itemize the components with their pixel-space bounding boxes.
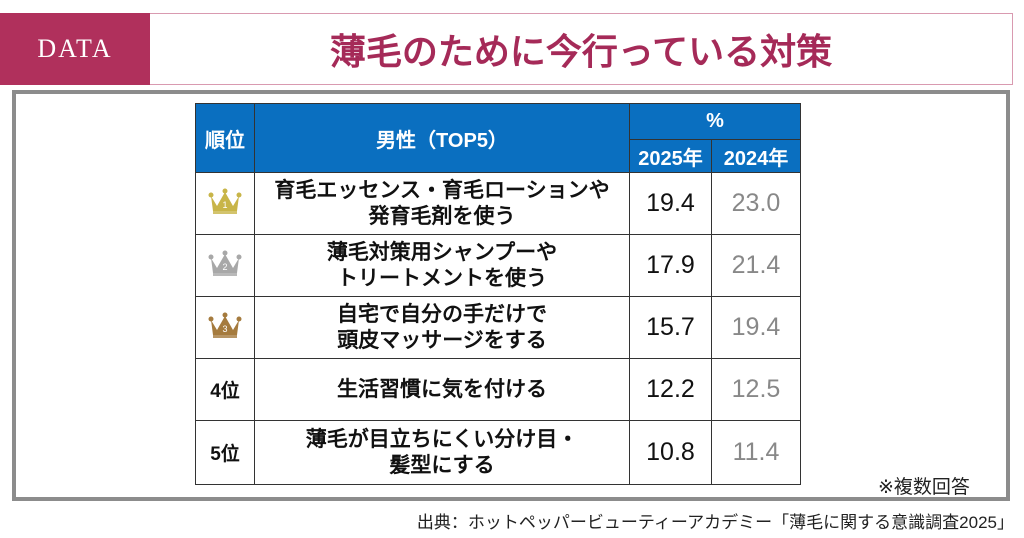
item-cell: 薄毛が目立ちにくい分け目・ 髪型にする [254, 420, 630, 485]
rank-cell: 2 [195, 234, 255, 297]
value-2024: 19.4 [711, 296, 801, 359]
source-citation: 出典：ホットペッパービューティーアカデミー「薄毛に関する意識調査2025」 [416, 513, 1014, 532]
item-cell: 生活習慣に気を付ける [254, 358, 630, 421]
item-line: 頭皮マッサージをする [337, 328, 547, 352]
item-cell: 育毛エッセンス・育毛ローションや 発育毛剤を使う [254, 172, 630, 235]
value-2024: 11.4 [711, 420, 801, 485]
table-row: 1 育毛エッセンス・育毛ローションや 発育毛剤を使う 19.4 23.0 [195, 172, 801, 235]
rank-label: 4位 [210, 381, 240, 402]
rank-number: 3 [222, 324, 227, 334]
multiple-answer-note: ※複数回答 [878, 477, 970, 498]
item-cell: 薄毛対策用シャンプーや トリートメントを使う [254, 234, 630, 297]
item-line: 自宅で自分の手だけで [337, 302, 547, 326]
rank-cell: 5位 [195, 420, 255, 485]
value-2025: 17.9 [629, 234, 712, 297]
item-cell: 自宅で自分の手だけで 頭皮マッサージをする [254, 296, 630, 359]
rank-cell: 3 [195, 296, 255, 359]
table-row: 4位 生活習慣に気を付ける 12.2 12.5 [195, 358, 801, 421]
value-2024: 12.5 [711, 358, 801, 421]
rank-cell: 4位 [195, 358, 255, 421]
table-row: 2 薄毛対策用シャンプーや トリートメントを使う 17.9 21.4 [195, 234, 801, 297]
table-row: 3 自宅で自分の手だけで 頭皮マッサージをする 15.7 19.4 [195, 296, 801, 359]
value-2025: 12.2 [629, 358, 712, 421]
title-box: 薄毛のために今行っている対策 [150, 13, 1013, 85]
rank-label: 5位 [210, 444, 240, 465]
value-2025: 10.8 [629, 420, 712, 485]
item-line: トリートメントを使う [337, 266, 547, 290]
item-line: 育毛エッセンス・育毛ローションや [274, 178, 610, 202]
item-line: 薄毛対策用シャンプーや [326, 240, 558, 264]
value-2025: 19.4 [629, 172, 712, 235]
rank-cell: 1 [195, 172, 255, 235]
item-line: 生活習慣に気を付ける [337, 377, 547, 401]
page-title: 薄毛のために今行っている対策 [329, 31, 833, 72]
year-2025-header: 2025年 [629, 139, 712, 173]
ranking-table: 順位 男性（TOP5） % 2025年 2024年 1 育毛エッセンス・育毛ロー… [195, 103, 801, 485]
rank-number: 1 [222, 200, 227, 210]
value-2024: 23.0 [711, 172, 801, 235]
unit-header: % [629, 103, 801, 140]
data-tag: DATA [0, 13, 150, 85]
item-line: 薄毛が目立ちにくい分け目・ [305, 427, 579, 451]
rank-header: 順位 [195, 103, 255, 173]
value-2024: 21.4 [711, 234, 801, 297]
item-line: 発育毛剤を使う [368, 204, 516, 228]
silver-crown-icon: 2 [208, 250, 242, 276]
rank-number: 2 [222, 262, 227, 272]
item-header: 男性（TOP5） [254, 103, 630, 173]
bronze-crown-icon: 3 [208, 312, 242, 338]
value-2025: 15.7 [629, 296, 712, 359]
year-2024-header: 2024年 [711, 139, 801, 173]
table-row: 5位 薄毛が目立ちにくい分け目・ 髪型にする 10.8 11.4 [195, 420, 801, 485]
gold-crown-icon: 1 [208, 188, 242, 214]
item-line: 髪型にする [389, 453, 495, 477]
